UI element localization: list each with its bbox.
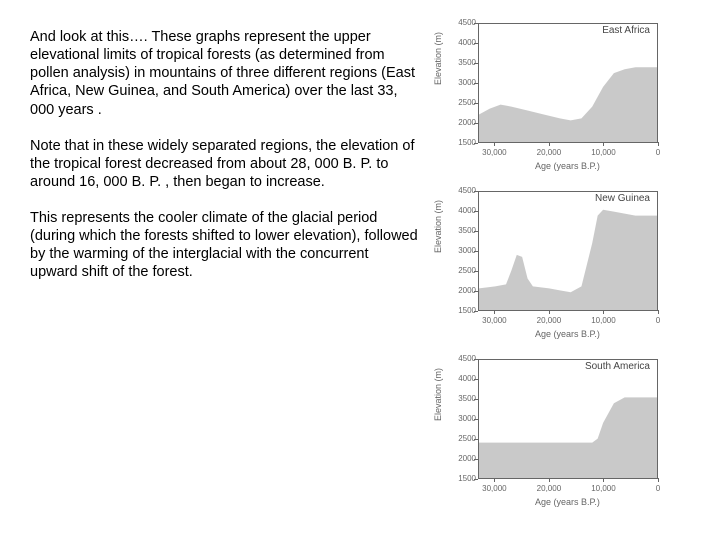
x-tick: 20,000 (534, 484, 564, 493)
paragraph-3: This represents the cooler climate of th… (30, 209, 420, 282)
charts-column: East AfricaElevation (m)Age (years B.P.)… (440, 0, 720, 540)
y-tick: 3500 (454, 394, 476, 403)
chart-new-guinea: New GuineaElevation (m)Age (years B.P.)1… (440, 183, 675, 343)
x-tick: 20,000 (534, 316, 564, 325)
y-tick: 2000 (454, 286, 476, 295)
chart-title: South America (585, 361, 650, 372)
chart-title: East Africa (602, 25, 650, 36)
paragraph-2: Note that in these widely separated regi… (30, 137, 420, 191)
x-axis-label: Age (years B.P.) (535, 161, 600, 171)
x-tick: 10,000 (588, 148, 618, 157)
x-tick: 30,000 (479, 484, 509, 493)
y-tick: 4500 (454, 354, 476, 363)
chart-south-america: South AmericaElevation (m)Age (years B.P… (440, 351, 675, 511)
y-tick: 1500 (454, 474, 476, 483)
y-tick: 4500 (454, 186, 476, 195)
y-tick: 2000 (454, 454, 476, 463)
y-tick: 4000 (454, 374, 476, 383)
y-tick: 4500 (454, 18, 476, 27)
chart-east-africa: East AfricaElevation (m)Age (years B.P.)… (440, 15, 675, 175)
y-tick: 3000 (454, 414, 476, 423)
x-tick: 30,000 (479, 148, 509, 157)
y-tick: 4000 (454, 206, 476, 215)
y-tick: 3000 (454, 246, 476, 255)
x-tick: 0 (643, 484, 673, 493)
y-tick: 4000 (454, 38, 476, 47)
x-tick: 10,000 (588, 484, 618, 493)
y-tick: 3500 (454, 58, 476, 67)
y-tick: 1500 (454, 138, 476, 147)
y-axis-label: Elevation (m) (433, 32, 443, 85)
y-tick: 3500 (454, 226, 476, 235)
chart-title: New Guinea (595, 193, 650, 204)
paragraph-1: And look at this…. These graphs represen… (30, 28, 420, 119)
text-column: And look at this…. These graphs represen… (0, 0, 440, 540)
x-axis-label: Age (years B.P.) (535, 497, 600, 507)
y-axis-label: Elevation (m) (433, 368, 443, 421)
x-tick: 20,000 (534, 148, 564, 157)
x-tick: 10,000 (588, 316, 618, 325)
x-tick: 0 (643, 316, 673, 325)
y-tick: 2500 (454, 266, 476, 275)
x-tick: 30,000 (479, 316, 509, 325)
y-tick: 2500 (454, 98, 476, 107)
x-axis-label: Age (years B.P.) (535, 329, 600, 339)
y-tick: 2500 (454, 434, 476, 443)
x-tick: 0 (643, 148, 673, 157)
y-tick: 2000 (454, 118, 476, 127)
y-tick: 1500 (454, 306, 476, 315)
y-tick: 3000 (454, 78, 476, 87)
y-axis-label: Elevation (m) (433, 200, 443, 253)
